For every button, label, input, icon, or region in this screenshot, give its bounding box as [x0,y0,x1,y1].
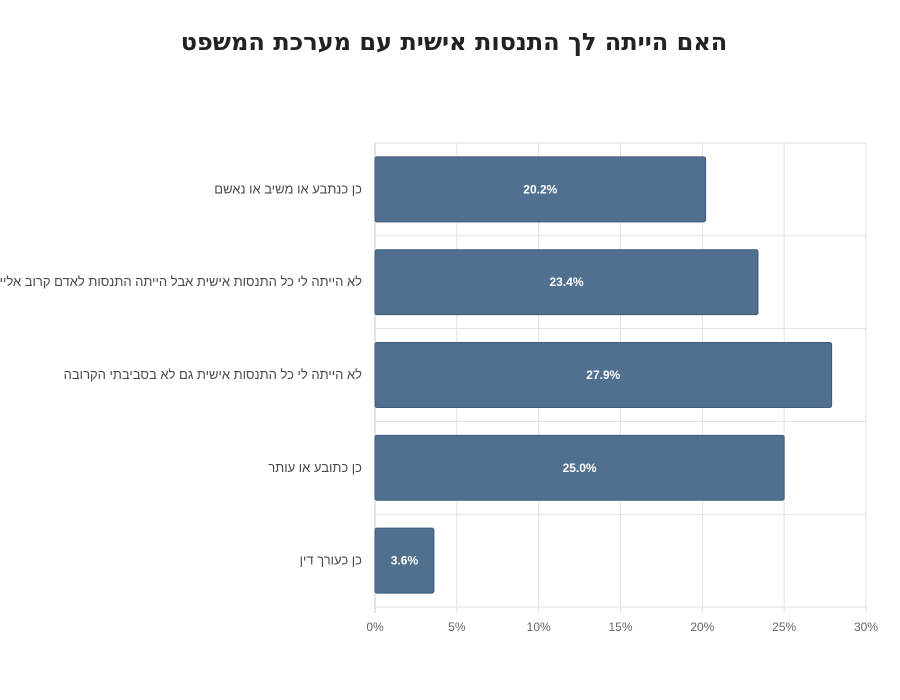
bar-value-label: 3.6% [391,554,419,568]
category-label: כן כנתבע או משיב או נאשם [214,181,362,196]
bar [374,156,707,223]
category-labels: כן כנתבע או משיב או נאשם לא הייתה לי כל ה… [0,181,362,567]
x-tick-label: 15% [608,620,632,634]
bar [374,342,833,408]
bar-value-label: 23.4% [549,275,583,289]
x-tick-label: 25% [772,620,796,634]
category-label: לא הייתה לי כל התנסות אישית גם לא בסביבת… [64,367,362,382]
bar-value-label: 25.0% [563,461,597,475]
x-tick-label: 30% [854,620,878,634]
bar [374,434,785,501]
category-label: כן כעורך דין [300,553,363,568]
bar-value-label: 27.9% [586,368,620,382]
x-tick-label: 0% [366,620,384,634]
x-tick-label: 5% [448,620,466,634]
chart-title: האם הייתה לך התנסות אישית עם מערכת המשפט [181,28,728,56]
category-label: כן כתובע או עותר [268,460,362,475]
x-tick-label: 10% [527,620,551,634]
x-tick-label: 20% [690,620,714,634]
category-label: לא הייתה לי כל התנסות אישית אבל הייתה הת… [0,274,362,289]
bar [374,527,435,594]
bars: 20.2% 23.4% 27.9% 25.0% 3.6% [374,156,833,594]
x-axis-tick-labels: 0% 5% 10% 15% 20% 25% 30% [366,620,878,634]
bar [374,249,759,316]
bar-value-label: 20.2% [523,182,557,196]
